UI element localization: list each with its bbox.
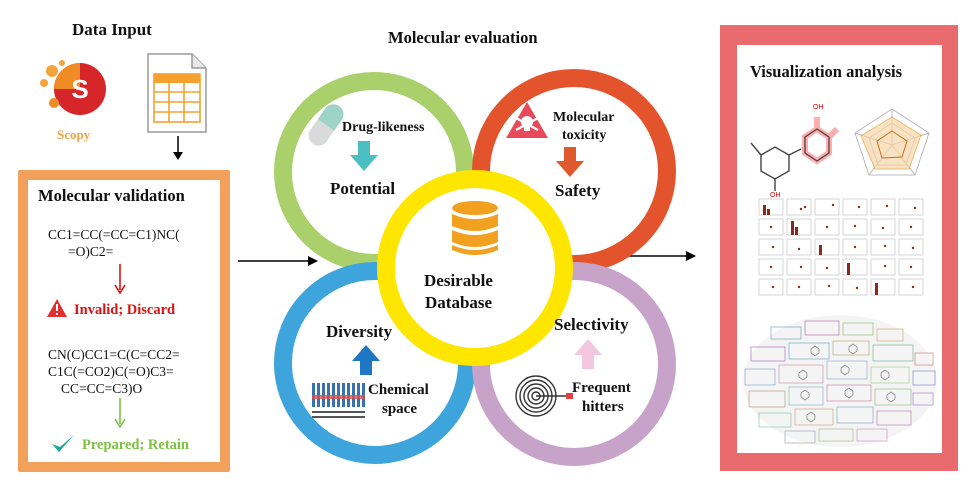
green-down-arrow xyxy=(113,398,127,433)
smiles-valid-line2: C1C(=CO2)C(=O)C3= xyxy=(48,364,174,379)
safety-label: Safety xyxy=(555,181,601,200)
validation-panel: Molecular validation CC1=CC(=CC=C1)NC( =… xyxy=(18,170,230,472)
scatter-matrix-image xyxy=(755,197,925,308)
svg-text:OH: OH xyxy=(813,104,824,111)
frequent-hitters-line1: Frequent xyxy=(572,380,631,396)
pink-up-arrow xyxy=(574,339,602,374)
visualization-title: Visualization analysis xyxy=(750,62,903,81)
smiles-valid-line1: CN(C)CC1=C(C=CC2= xyxy=(48,347,180,362)
potential-label: Potential xyxy=(330,179,396,198)
valid-label: Prepared; Retain xyxy=(82,437,189,453)
smiles-invalid-line1: CC1=CC(=CC=C1)NC( xyxy=(48,227,180,242)
molecule-structure-image: OH OH xyxy=(743,97,843,202)
drug-likeness-label: Drug-likeness xyxy=(342,120,425,135)
data-input-title: Data Input xyxy=(72,20,152,39)
checkmark-icon xyxy=(50,433,76,460)
scopy-label: Scopy xyxy=(57,127,91,142)
spreadsheet-icon xyxy=(146,52,208,134)
toxicity-warning-icon xyxy=(504,100,550,145)
frequent-hitters-line2: hitters xyxy=(582,399,624,415)
database-icon xyxy=(450,200,500,263)
warning-icon xyxy=(46,298,68,323)
blue-up-arrow xyxy=(352,345,380,380)
svg-text:OH: OH xyxy=(770,192,781,197)
diversity-label: Diversity xyxy=(326,322,393,341)
toxicity-label-line1: Molecular xyxy=(553,110,615,125)
scopy-logo: S xyxy=(32,55,114,125)
validation-title: Molecular validation xyxy=(38,186,185,205)
chemical-space-line1: Chemical xyxy=(368,382,429,398)
chemical-space-line2: space xyxy=(382,401,417,417)
pill-icon xyxy=(306,100,346,155)
center-label-line1: Desirable xyxy=(424,271,493,290)
smiles-invalid-line2: =O)C2= xyxy=(68,244,114,259)
orange-down-arrow xyxy=(556,147,584,182)
red-down-arrow xyxy=(113,264,127,299)
target-icon xyxy=(512,374,574,423)
arrow-to-evaluation xyxy=(238,254,320,272)
smiles-valid-line3: CC=CC=C3)O xyxy=(61,381,143,396)
evaluation-title: Molecular evaluation xyxy=(388,28,538,47)
invalid-label: Invalid; Discard xyxy=(74,302,176,318)
down-arrow-input xyxy=(172,136,184,167)
molecule-cloud-image xyxy=(741,313,939,454)
toxicity-label-line2: toxicity xyxy=(562,128,607,143)
radar-chart-image xyxy=(847,103,937,188)
chemical-space-icon xyxy=(310,381,368,426)
visualization-panel: Visualization analysis OH xyxy=(720,25,958,471)
svg-text:S: S xyxy=(71,74,88,104)
center-label-line2: Database xyxy=(425,293,493,312)
teal-down-arrow xyxy=(350,141,378,176)
selectivity-label: Selectivity xyxy=(554,315,629,334)
